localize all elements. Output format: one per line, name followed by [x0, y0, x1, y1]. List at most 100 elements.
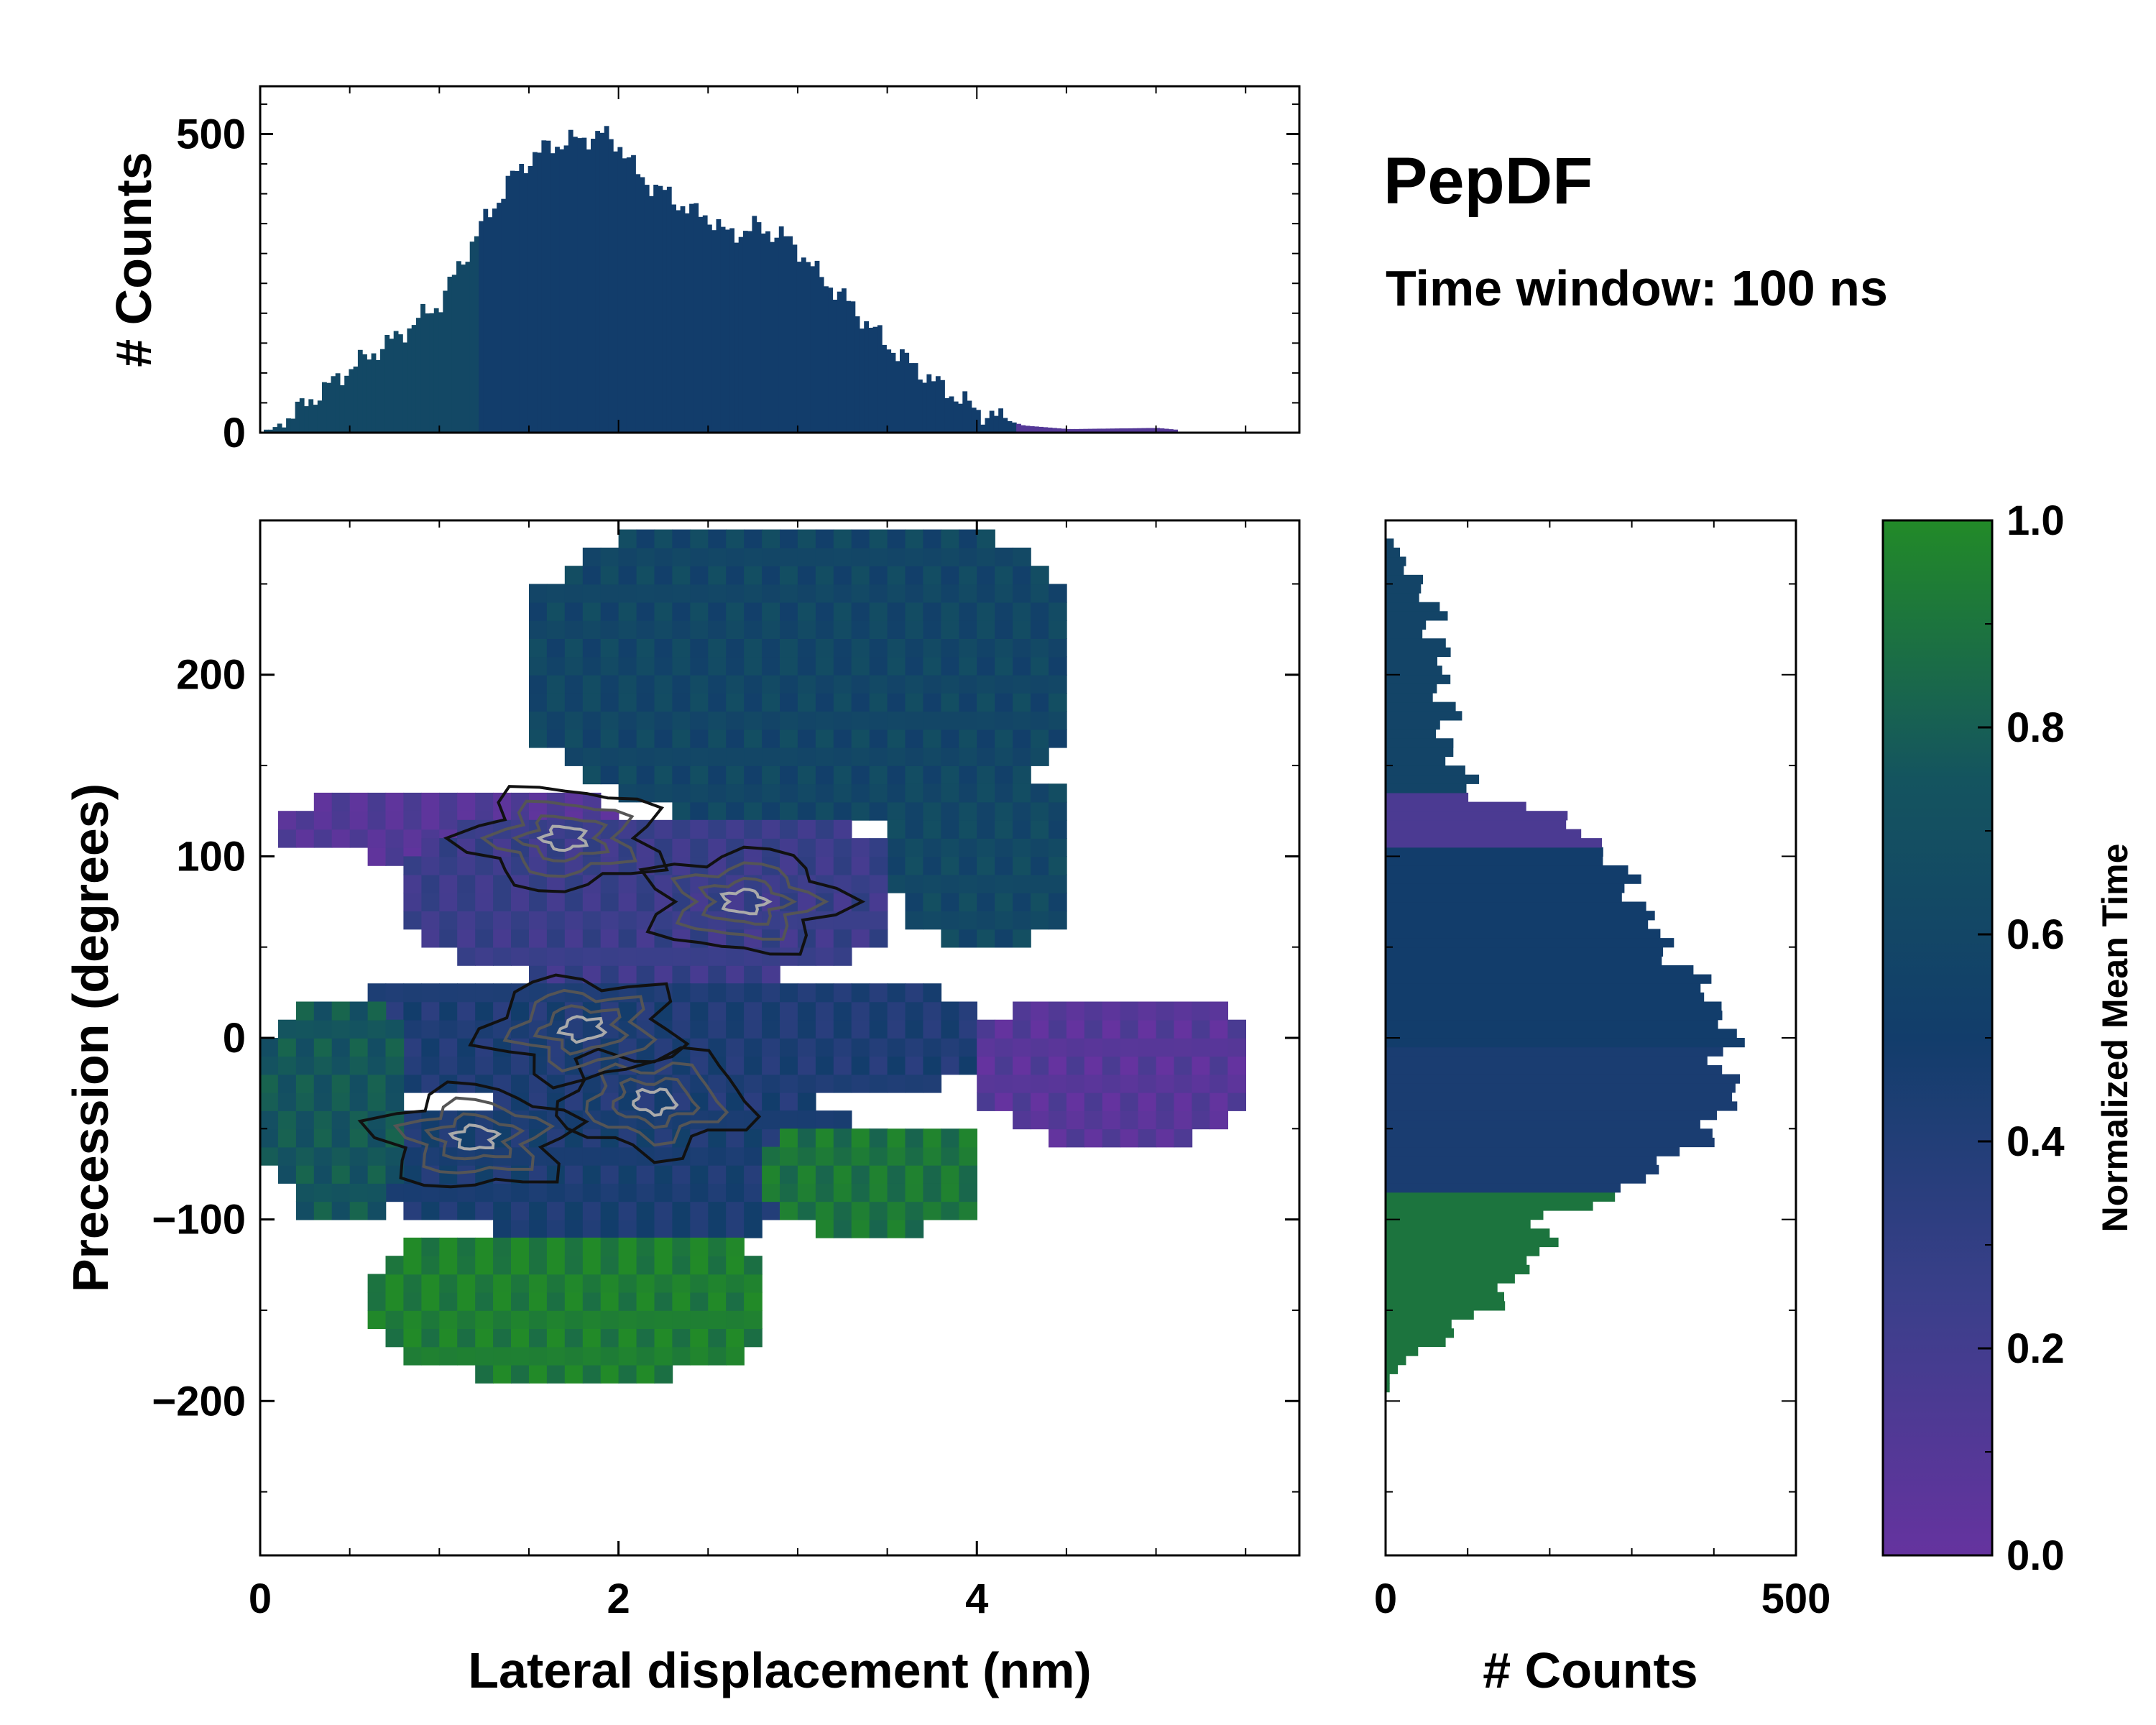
top-histogram-bar — [684, 213, 690, 433]
heatmap-cell — [923, 1056, 942, 1075]
top-histogram-bar — [1007, 420, 1013, 433]
right-histogram-bar — [1386, 847, 1603, 857]
heatmap-cell — [511, 947, 530, 966]
heatmap-cell — [1174, 1019, 1193, 1039]
heatmap-cell — [744, 1019, 763, 1039]
top-histogram-bar — [832, 300, 838, 433]
top-histogram-frame — [259, 85, 1301, 434]
heatmap-cell — [708, 819, 727, 839]
heatmap-cell — [780, 1092, 798, 1111]
right-histogram-bar — [1386, 1011, 1723, 1021]
figure-subtitle: Time window: 100 ns — [1386, 260, 1888, 316]
heatmap-cell — [600, 1310, 619, 1329]
heatmap-cell — [457, 1346, 476, 1366]
heatmap-cell — [618, 1219, 637, 1238]
heatmap-cell — [887, 547, 906, 566]
heatmap-cell — [475, 856, 494, 875]
heatmap-cell — [690, 801, 709, 821]
heatmap-cell — [546, 602, 566, 621]
heatmap-cell — [546, 656, 566, 676]
heatmap-cell — [1013, 929, 1031, 948]
heatmap-cell — [546, 1256, 566, 1275]
heatmap-cell — [851, 783, 870, 803]
colorbar-ticks: 0.00.20.40.60.81.0 — [1978, 497, 2065, 1579]
heatmap-cell — [780, 765, 798, 785]
heatmap-cell — [995, 711, 1013, 730]
top-histogram-bar — [497, 203, 502, 433]
heatmap-cell — [762, 656, 780, 676]
heatmap-cell — [708, 529, 727, 548]
top-histogram-bar — [886, 349, 892, 433]
density-contour — [357, 1080, 589, 1189]
heatmap-cell — [295, 1038, 315, 1057]
heatmap-cell — [654, 729, 673, 748]
heatmap-cell — [1031, 856, 1049, 875]
right-histogram-bar — [1386, 1192, 1616, 1202]
main-xtick-label: 0 — [249, 1576, 272, 1622]
heatmap-cell — [708, 1128, 727, 1148]
heatmap-cell — [726, 1292, 745, 1311]
heatmap-cell — [403, 1237, 423, 1256]
heatmap-cell — [439, 1164, 458, 1184]
heatmap-cell — [905, 1146, 924, 1166]
heatmap-cell — [582, 1364, 602, 1384]
heatmap-cell — [564, 1310, 584, 1329]
heatmap-cell — [331, 1128, 351, 1148]
heatmap-cell — [995, 547, 1013, 566]
heatmap-cell — [1031, 801, 1049, 821]
heatmap-cell — [313, 829, 333, 848]
heatmap-cell — [708, 765, 727, 785]
top-histogram-bar — [649, 196, 654, 433]
heatmap-cell — [546, 1074, 566, 1093]
top-histogram-bar — [756, 222, 762, 433]
heatmap-cell — [1084, 1056, 1103, 1075]
heatmap-cell — [977, 693, 995, 712]
heatmap-cell — [618, 1183, 637, 1202]
heatmap-cell — [260, 1110, 279, 1130]
heatmap-cell — [762, 1038, 780, 1057]
heatmap-cell — [833, 1110, 852, 1130]
heatmap-cell — [672, 1328, 691, 1348]
heatmap-cell — [1031, 656, 1049, 676]
right-histogram-bar — [1386, 629, 1423, 639]
heatmap-cell — [995, 1038, 1013, 1057]
heatmap-cell — [1013, 1092, 1031, 1111]
heatmap-cell — [529, 729, 548, 748]
heatmap-cell — [529, 1183, 548, 1202]
heatmap-cell — [1031, 584, 1049, 603]
heatmap-cell — [439, 1001, 458, 1021]
heatmap-cell — [511, 1001, 530, 1021]
heatmap-cell — [1031, 1019, 1049, 1039]
heatmap-cell — [959, 529, 977, 548]
heatmap-cell — [869, 620, 888, 639]
heatmap-cell — [941, 765, 960, 785]
heatmap-cell — [708, 1146, 727, 1166]
heatmap-cell — [726, 783, 745, 803]
heatmap-cell — [564, 929, 584, 948]
right-histogram-bar — [1386, 819, 1567, 829]
heatmap-cell — [439, 1346, 458, 1366]
heatmap-cell — [600, 602, 619, 621]
heatmap-cell — [600, 1146, 619, 1166]
heatmap-cell — [690, 1164, 709, 1184]
heatmap-cell — [1102, 1092, 1121, 1111]
heatmap-cell — [1192, 1038, 1211, 1057]
top-histogram-bar — [1074, 428, 1079, 433]
heatmap-cell — [582, 947, 602, 966]
right-histogram-bar — [1386, 856, 1603, 866]
heatmap-cell — [1013, 819, 1031, 839]
heatmap-cell — [941, 801, 960, 821]
right-histogram-bar — [1386, 1328, 1455, 1338]
heatmap-cell — [582, 729, 602, 748]
heatmap-cell — [905, 638, 924, 658]
heatmap-cell — [313, 1164, 333, 1184]
right-histogram-bar — [1386, 1064, 1723, 1075]
heatmap-cell — [421, 838, 441, 857]
top-histogram-bar — [371, 353, 377, 433]
heatmap-cell — [260, 1092, 279, 1111]
heatmap-cell — [367, 792, 387, 811]
heatmap-cell — [295, 1019, 315, 1039]
heatmap-cell — [277, 1128, 297, 1148]
heatmap-cell — [546, 1364, 566, 1384]
heatmap-cell — [923, 856, 942, 875]
